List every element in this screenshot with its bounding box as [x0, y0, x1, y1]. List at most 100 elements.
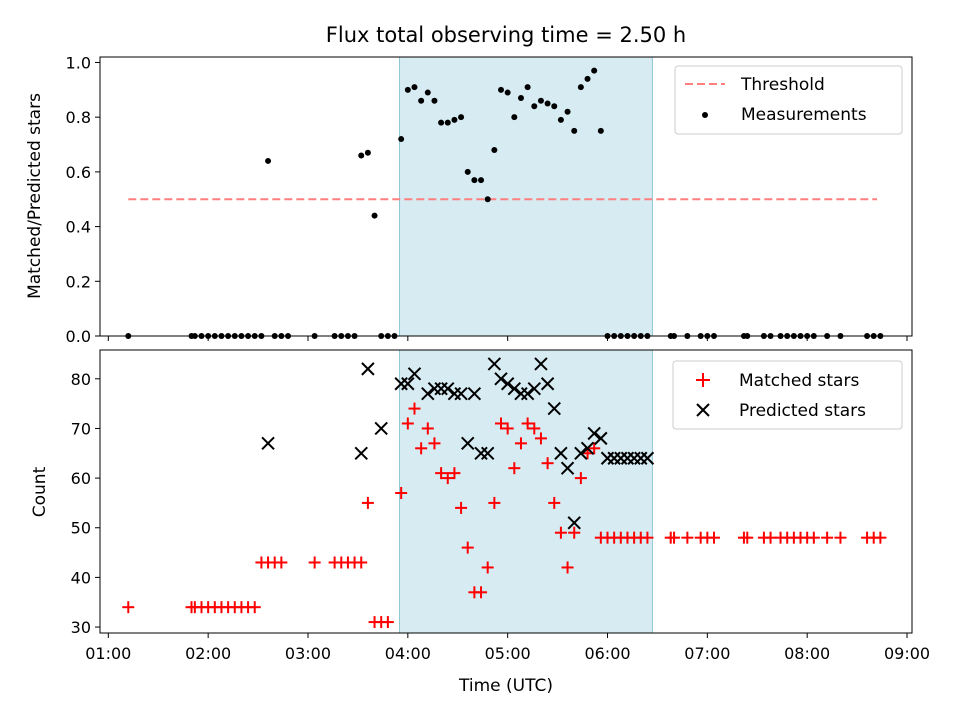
measurements-point — [584, 75, 591, 82]
x-tick-label: 03:00 — [285, 644, 331, 663]
matched-stars-point — [561, 561, 574, 574]
x-tick-label: 04:00 — [385, 644, 431, 663]
matched-stars-point — [355, 556, 368, 569]
predicted-stars-point — [401, 377, 415, 391]
chart-title: Flux total observing time = 2.50 h — [326, 23, 686, 47]
predicted-stars-point — [487, 357, 502, 371]
measurements-point — [564, 108, 571, 115]
matched-stars-point — [421, 422, 434, 435]
predicted-stars-point — [507, 382, 522, 396]
predicted-stars-point — [594, 431, 608, 446]
top-legend-box — [674, 65, 903, 135]
measurements-point — [464, 168, 471, 175]
y-tick-label: 50 — [71, 519, 91, 538]
top-panel: 0.0 0.2 0.4 0.6 0.8 1.0 Matched/Predicted sta… — [25, 53, 913, 346]
x-tick-label: 06:00 — [584, 644, 630, 663]
measurements-point — [265, 157, 272, 164]
predicted-stars-point — [540, 377, 555, 391]
matched-stars-point — [641, 531, 654, 544]
predicted-stars-point — [467, 386, 482, 401]
predicted-stars-point — [421, 386, 435, 401]
matched-stars-point — [554, 526, 567, 539]
matched-stars-point — [428, 437, 441, 450]
y-tick-label: 30 — [71, 618, 91, 637]
matched-stars-point — [528, 422, 541, 435]
bottom-legend-predicted-label: Predicted stars — [739, 401, 866, 421]
matched-stars-point — [681, 531, 694, 544]
measurements-point — [571, 127, 578, 134]
y-tick-label: 0.8 — [66, 108, 91, 127]
predicted-stars-point — [574, 446, 588, 460]
matched-stars-point — [588, 442, 601, 455]
measurements-point — [597, 127, 604, 134]
x-tick-label: 09:00 — [884, 644, 930, 663]
predicted-stars-point — [361, 362, 375, 376]
matched-stars-point — [408, 402, 421, 415]
matched-stars-point — [488, 496, 501, 509]
measurements-point — [478, 177, 485, 184]
matched-stars-point — [275, 556, 288, 569]
matched-stars-point — [435, 467, 448, 480]
predicted-stars-point — [454, 386, 468, 401]
measurements-point — [418, 97, 425, 104]
top-panel-frame — [99, 56, 913, 337]
measurements-point — [358, 152, 365, 159]
y-tick-label: 0.0 — [66, 327, 91, 346]
predicted-stars-point — [407, 367, 422, 381]
matched-stars-point — [534, 432, 547, 445]
measurements-point — [498, 86, 505, 93]
matched-stars-point — [568, 526, 581, 539]
matched-stars-point — [514, 437, 527, 450]
predicted-stars-point — [500, 377, 515, 391]
matched-stars-point — [122, 601, 135, 614]
top-legend-measurements-marker — [702, 112, 708, 118]
predicted-stars-point — [461, 436, 475, 451]
measurements-point — [404, 86, 411, 93]
measurements-point — [517, 95, 524, 102]
measurements-point — [577, 84, 584, 91]
measurements-point — [591, 67, 598, 74]
y-tick-label: 70 — [71, 419, 91, 438]
measurements-point — [431, 97, 438, 104]
matched-stars-point — [495, 417, 508, 430]
measurements-point — [504, 89, 511, 96]
predicted-stars-point — [547, 401, 561, 416]
x-tick-label: 05:00 — [485, 644, 531, 663]
matched-stars-point — [448, 467, 461, 480]
matched-stars-point — [415, 442, 428, 455]
matched-stars-point — [874, 531, 887, 544]
measurements-point — [537, 97, 544, 104]
measurements-point — [557, 116, 564, 123]
top-legend-threshold-label: Threshold — [740, 75, 825, 95]
matched-stars-point — [475, 586, 488, 599]
bottom-panel-highlight-span — [399, 349, 653, 634]
predicted-stars-point — [560, 461, 575, 475]
matched-stars-point — [481, 561, 494, 574]
predicted-stars-point — [527, 382, 541, 396]
matched-stars-point — [574, 472, 587, 485]
measurements-point — [398, 136, 405, 143]
matched-stars-point — [401, 417, 414, 430]
bottom-legend-box — [672, 360, 903, 430]
measurements-point — [371, 212, 378, 219]
bottom-legend-matched-marker — [696, 373, 710, 387]
measurements-point — [524, 84, 531, 91]
measurements-point — [444, 119, 451, 126]
matched-stars-point — [668, 531, 681, 544]
predicted-stars-point — [640, 451, 655, 465]
matched-stars-point — [395, 486, 408, 499]
matched-stars-point — [821, 531, 834, 544]
measurements-point — [544, 100, 551, 107]
y-tick-label: 0.6 — [66, 163, 91, 182]
measurements-point — [511, 114, 518, 121]
matched-stars-point — [248, 601, 261, 614]
matched-stars-point — [501, 422, 514, 435]
bottom-ylabel: Count — [30, 466, 50, 517]
predicted-stars-point — [580, 441, 595, 456]
matched-stars-point — [308, 556, 321, 569]
predicted-stars-point — [534, 357, 548, 371]
top-legend: Threshold Measurements — [674, 65, 903, 135]
matched-stars-point — [541, 457, 554, 470]
measurements-point — [531, 103, 538, 110]
